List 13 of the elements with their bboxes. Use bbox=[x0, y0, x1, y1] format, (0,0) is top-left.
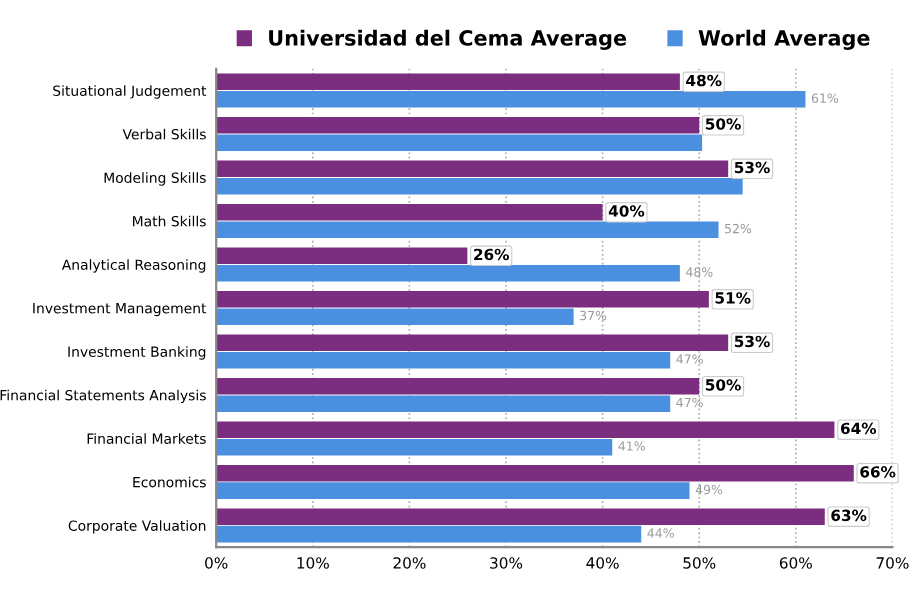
bar bbox=[216, 525, 642, 543]
bar bbox=[216, 395, 671, 412]
bar bbox=[216, 221, 719, 238]
bar bbox=[216, 438, 613, 456]
bar bbox=[216, 351, 671, 369]
bar bbox=[216, 134, 703, 151]
bar bbox=[216, 308, 574, 325]
legend-label: Universidad del Cema Average bbox=[269, 29, 627, 51]
legend-label: World Average bbox=[698, 29, 870, 51]
bar bbox=[216, 177, 743, 195]
bar bbox=[216, 90, 806, 108]
bar bbox=[216, 482, 690, 499]
bar bbox=[216, 264, 680, 282]
